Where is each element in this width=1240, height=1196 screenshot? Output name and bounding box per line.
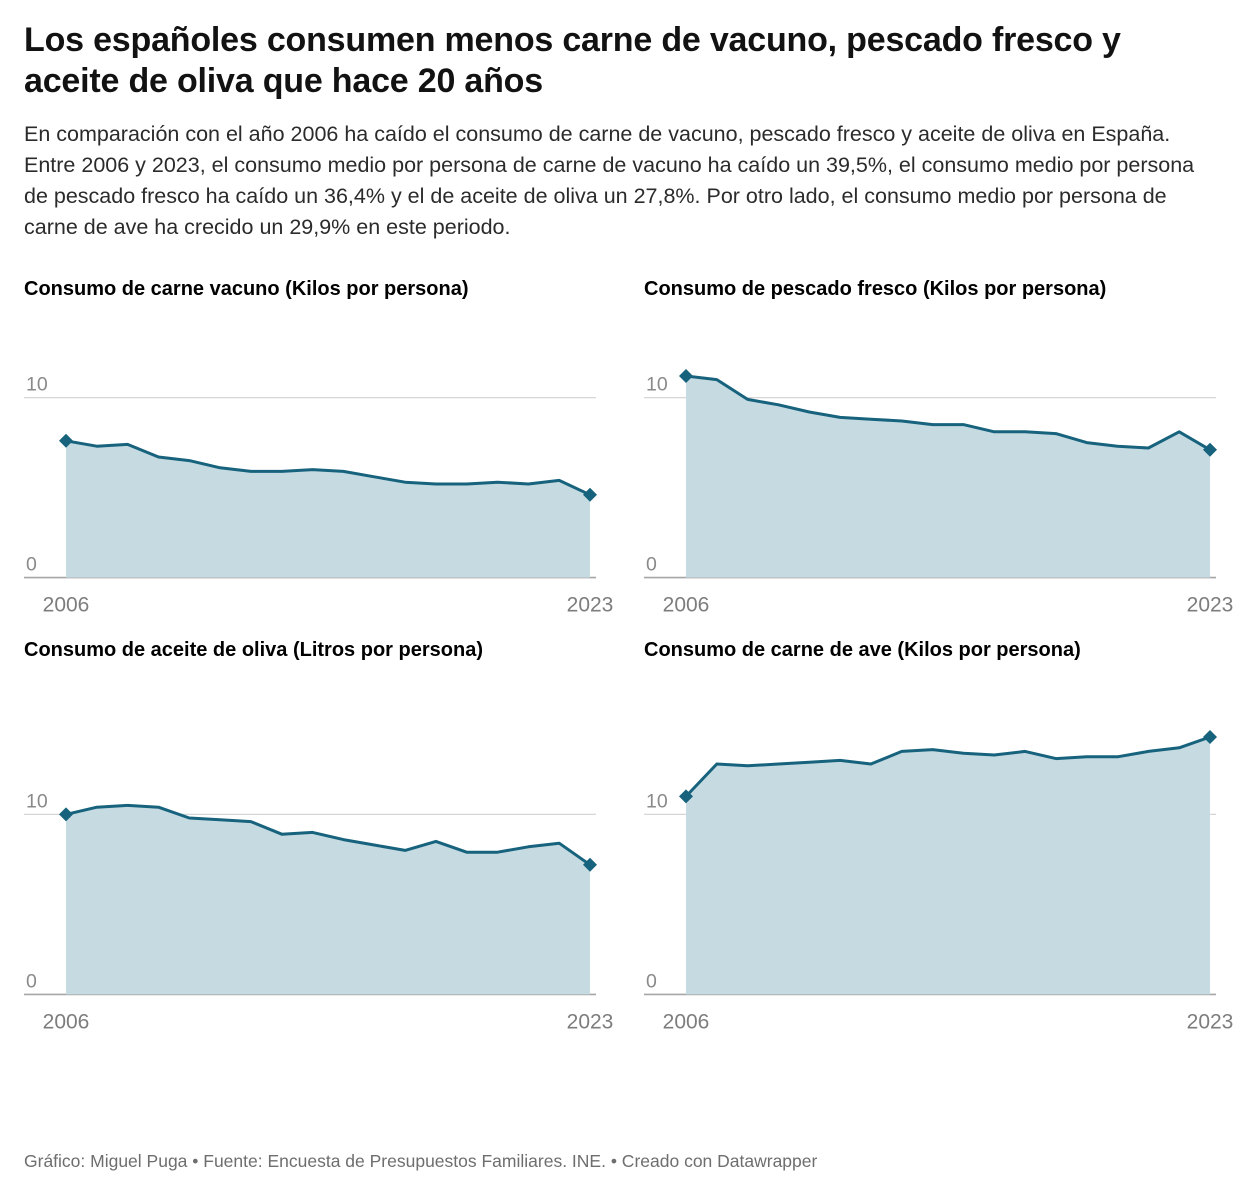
area-fill bbox=[66, 805, 590, 995]
y-tick-label: 0 bbox=[646, 553, 657, 575]
chart-title-pescado-fresco: Consumo de pescado fresco (Kilos por per… bbox=[644, 277, 1107, 300]
x-tick-label: 2006 bbox=[43, 593, 90, 616]
chart-title-carne-vacuno: Consumo de carne vacuno (Kilos por perso… bbox=[24, 277, 469, 300]
y-tick-label: 0 bbox=[26, 970, 37, 992]
chart-canvas: 0 10 2006 2023 bbox=[24, 790, 613, 1033]
x-tick-label: 2023 bbox=[567, 593, 614, 616]
end-point-marker bbox=[1203, 729, 1217, 744]
page-description: En comparación con el año 2006 ha caído … bbox=[24, 121, 1195, 239]
end-point-marker bbox=[583, 487, 597, 502]
end-point-marker bbox=[1203, 442, 1217, 457]
y-tick-label: 0 bbox=[26, 553, 37, 575]
data-line bbox=[684, 735, 1212, 798]
y-tick-label: 10 bbox=[26, 373, 48, 395]
y-tick-label: 0 bbox=[646, 970, 657, 992]
start-point-marker bbox=[59, 807, 73, 822]
x-tick-label: 2023 bbox=[1187, 1010, 1234, 1033]
chart-panel-aceite-oliva: Consumo de aceite de oliva (Litros por p… bbox=[24, 638, 613, 1040]
x-tick-label: 2006 bbox=[663, 593, 710, 616]
start-point-marker bbox=[59, 433, 73, 448]
attribution-footer: Gráfico: Miguel Puga • Fuente: Encuesta … bbox=[24, 1151, 818, 1171]
x-tick-label: 2006 bbox=[43, 1010, 90, 1033]
chart-panel-carne-vacuno: Consumo de carne vacuno (Kilos por perso… bbox=[24, 277, 613, 624]
x-tick-label: 2006 bbox=[663, 1010, 710, 1033]
chart-title-carne-ave: Consumo de carne de ave (Kilos por perso… bbox=[644, 638, 1081, 661]
area-fill bbox=[686, 375, 1210, 578]
page-title: Los españoles consumen menos carne de va… bbox=[24, 21, 1121, 101]
area-chart-carne-vacuno: 0 10 2006 2023 bbox=[24, 353, 613, 624]
area-fill bbox=[686, 736, 1210, 995]
start-point-marker bbox=[679, 789, 693, 804]
y-tick-label: 10 bbox=[26, 790, 48, 812]
chart-canvas: 0 10 2006 2023 bbox=[24, 373, 613, 616]
data-line bbox=[684, 374, 1212, 452]
chart-panel-carne-ave: Consumo de carne de ave (Kilos por perso… bbox=[644, 638, 1233, 1040]
area-fill bbox=[66, 440, 590, 578]
data-line bbox=[64, 803, 592, 867]
chart-panel-pescado-fresco: Consumo de pescado fresco (Kilos por per… bbox=[644, 277, 1233, 624]
x-tick-label: 2023 bbox=[1187, 593, 1234, 616]
chart-title-aceite-oliva: Consumo de aceite de oliva (Litros por p… bbox=[24, 638, 483, 661]
y-tick-label: 10 bbox=[646, 373, 668, 395]
data-line bbox=[64, 439, 592, 497]
chart-canvas: 0 10 2006 2023 bbox=[644, 368, 1233, 616]
area-chart-pescado-fresco: 0 10 2006 2023 bbox=[644, 353, 1233, 624]
area-chart-aceite-oliva: 0 10 2006 2023 bbox=[24, 714, 613, 1040]
charts-grid: Consumo de carne vacuno (Kilos por perso… bbox=[24, 277, 1233, 1040]
area-chart-carne-ave: 0 10 2006 2023 bbox=[644, 714, 1233, 1040]
start-point-marker bbox=[679, 368, 693, 383]
chart-canvas: 0 10 2006 2023 bbox=[644, 729, 1233, 1033]
y-tick-label: 10 bbox=[646, 790, 668, 812]
end-point-marker bbox=[583, 857, 597, 872]
x-tick-label: 2023 bbox=[567, 1010, 614, 1033]
